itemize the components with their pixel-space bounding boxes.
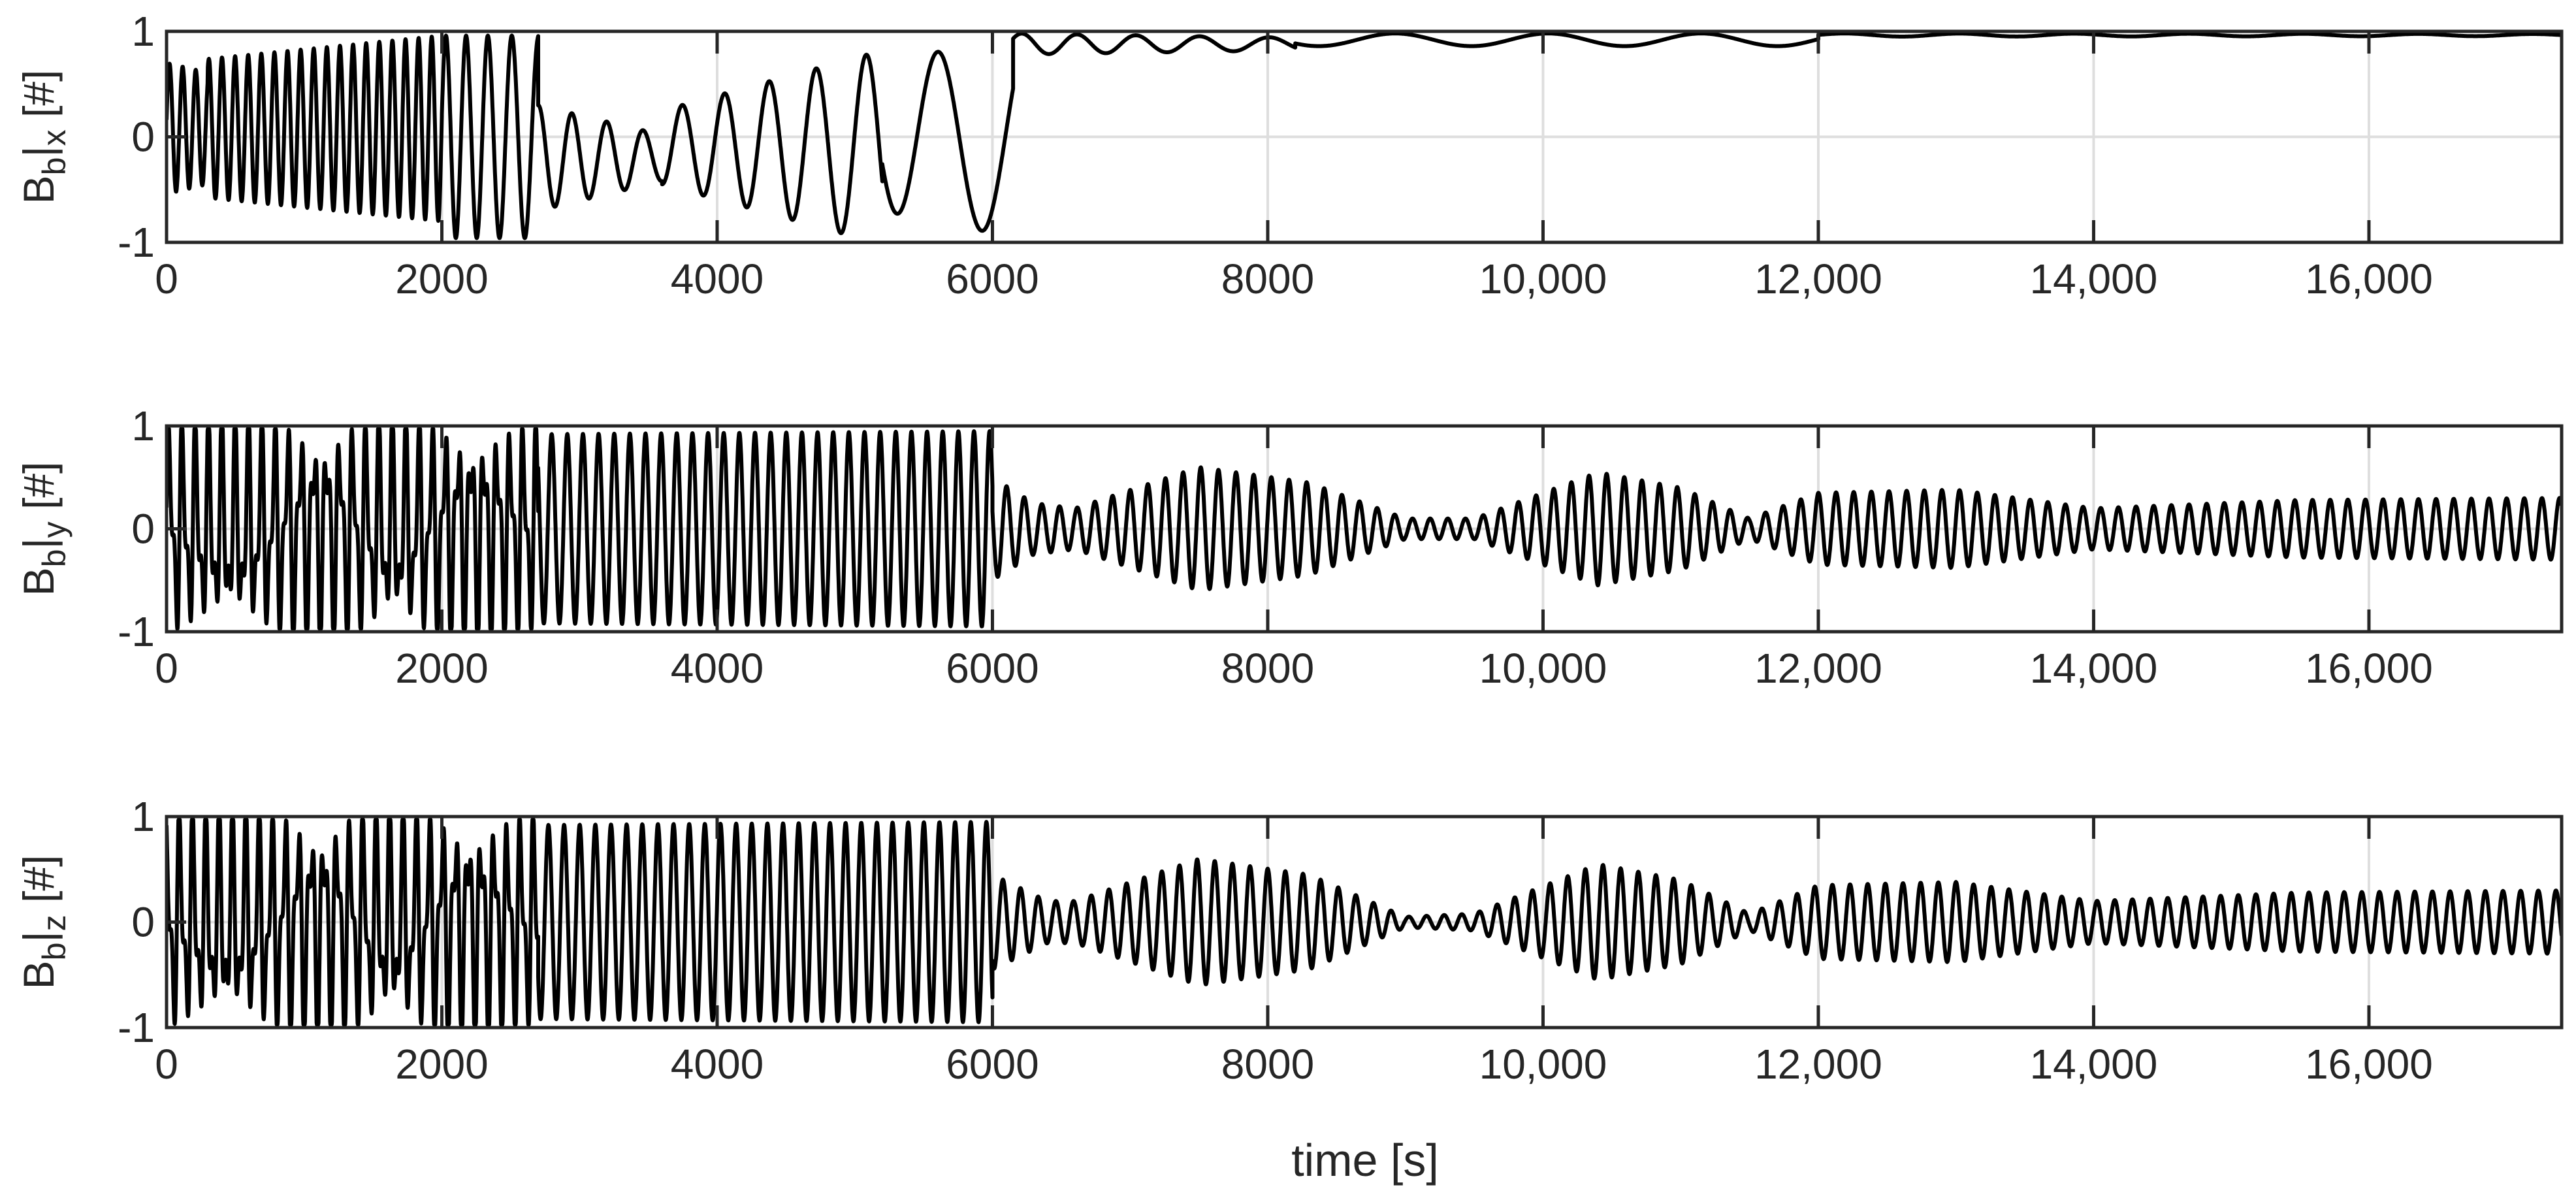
- x-tick-label: 14,000: [2030, 1041, 2158, 1088]
- series-line: [167, 427, 2562, 631]
- x-tick-label: 8000: [1221, 645, 1314, 692]
- y-tick-label: 0: [131, 114, 155, 161]
- x-tick-label: 10,000: [1479, 645, 1607, 692]
- y-tick-label: 0: [131, 506, 155, 553]
- x-tick-label: 2000: [395, 645, 488, 692]
- x-axis-ticks: 0 2000 4000 6000 8000 10,000 12,000 14,000 16,00…: [155, 31, 2433, 302]
- x-tick-label: 10,000: [1479, 255, 1607, 302]
- y-tick-label: -1: [118, 608, 155, 655]
- y-tick-label: 1: [131, 8, 155, 55]
- x-tick-label: 6000: [946, 255, 1038, 302]
- x-tick-label: 4000: [671, 255, 764, 302]
- x-tick-label: 14,000: [2030, 255, 2158, 302]
- panel-bx: 0 2000 4000 6000 8000 10,000 12,000 14,000 16,00…: [14, 8, 2564, 302]
- x-tick-label: 12,000: [1754, 645, 1882, 692]
- ylabel-sub2: z: [36, 915, 72, 931]
- x-tick-label: 0: [155, 255, 178, 302]
- ylabel-sub1: b: [36, 943, 72, 961]
- x-tick-label: 4000: [671, 1041, 764, 1088]
- ylabel-bar: |: [14, 538, 63, 549]
- x-tick-label: 6000: [946, 645, 1038, 692]
- ylabel-sub1: b: [36, 157, 72, 176]
- y-tick-label: -1: [118, 219, 155, 266]
- x-tick-label: 16,000: [2305, 645, 2433, 692]
- ylabel-base: B: [14, 175, 63, 204]
- by-series-line: [167, 427, 2562, 631]
- y-axis-ticks: -1 0 1: [118, 793, 186, 1051]
- x-tick-label: 2000: [395, 255, 488, 302]
- y-axis-ticks: -1 0 1: [118, 402, 186, 655]
- ylabel-unit: [#]: [14, 462, 63, 522]
- ylabel-sub1: b: [36, 549, 72, 568]
- x-axis-label: time [s]: [1291, 1135, 1439, 1186]
- x-tick-label: 4000: [671, 645, 764, 692]
- y-axis-label: Bb|x [#]: [14, 70, 72, 204]
- x-axis-ticks: 0 2000 4000 6000 8000 10,000 12,000 14,000 16,00…: [155, 817, 2433, 1088]
- x-tick-label: 8000: [1221, 255, 1314, 302]
- ylabel-sub2: y: [36, 521, 72, 538]
- panel-bz: 0 2000 4000 6000 8000 10,000 12,000 14,000 16,00…: [14, 793, 2564, 1088]
- y-tick-label: 1: [131, 402, 155, 449]
- ylabel-sub2: x: [36, 129, 72, 146]
- x-tick-label: 0: [155, 645, 178, 692]
- y-tick-label: -1: [118, 1004, 155, 1051]
- ylabel-base: B: [14, 960, 63, 989]
- y-axis-label: Bb|y [#]: [14, 462, 72, 596]
- x-tick-label: 16,000: [2305, 255, 2433, 302]
- ylabel-unit: [#]: [14, 70, 63, 130]
- y-axis-label: Bb|z [#]: [14, 855, 72, 990]
- x-tick-label: 0: [155, 1041, 178, 1088]
- series-line: [167, 31, 2562, 240]
- ylabel-unit: [#]: [14, 855, 63, 915]
- bz-series-line: [167, 817, 2562, 1027]
- y-tick-label: 0: [131, 899, 155, 946]
- x-tick-label: 2000: [395, 1041, 488, 1088]
- panel-by: 0 2000 4000 6000 8000 10,000 12,000 14,000 16,00…: [14, 402, 2564, 692]
- ylabel-bar: |: [14, 146, 63, 157]
- x-axis-ticks: 0 2000 4000 6000 8000 10,000 12,000 14,000 16,00…: [155, 426, 2433, 692]
- ylabel-base: B: [14, 567, 63, 596]
- y-tick-label: 1: [131, 793, 155, 840]
- series-line: [167, 817, 2562, 1027]
- y-axis-ticks: -1 0 1: [118, 8, 186, 266]
- x-tick-label: 10,000: [1479, 1041, 1607, 1088]
- ylabel-bar: |: [14, 931, 63, 942]
- x-tick-label: 12,000: [1754, 1041, 1882, 1088]
- x-tick-label: 16,000: [2305, 1041, 2433, 1088]
- x-tick-label: 8000: [1221, 1041, 1314, 1088]
- x-tick-label: 6000: [946, 1041, 1038, 1088]
- x-tick-label: 12,000: [1754, 255, 1882, 302]
- bx-series-line: [167, 31, 2562, 240]
- x-tick-label: 14,000: [2030, 645, 2158, 692]
